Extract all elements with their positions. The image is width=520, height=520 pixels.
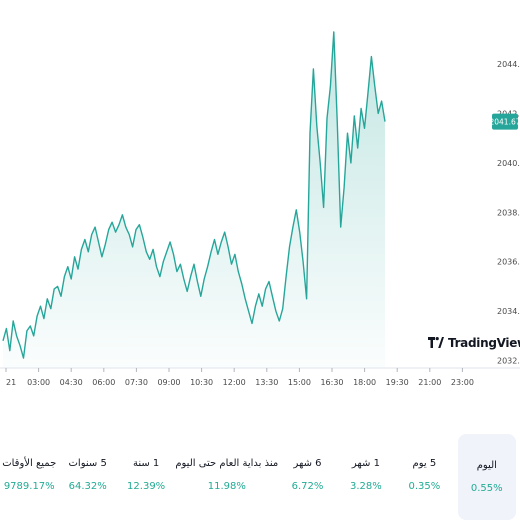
x-tick-label: 09:00 (157, 378, 180, 387)
x-tick-label: 13:30 (255, 378, 278, 387)
price-chart[interactable]: 2044.002042.002040.002038.002036.002034.… (0, 0, 520, 390)
period-label: جميع الأوقات (2, 458, 57, 469)
tradingview-logo-text: TradingView (448, 336, 520, 350)
x-tick-label: 18:00 (353, 378, 376, 387)
x-tick-label: 15:00 (288, 378, 311, 387)
period-label: 5 سنوات (68, 458, 107, 469)
x-tick-label: 10:30 (190, 378, 213, 387)
period-label: اليوم (476, 460, 497, 471)
period-selector: اليوم 0.55% 5 يوم 0.35% 1 شهر 3.28% 6 شهر 6.72%… (0, 432, 520, 520)
y-tick-label: 2038.00 (497, 208, 520, 217)
period-tab[interactable]: جميع الأوقات 9789.17% (0, 432, 58, 520)
x-tick-label: 21:00 (418, 378, 441, 387)
period-tab[interactable]: 6 شهر 6.72% (278, 432, 336, 520)
period-tab[interactable]: 1 سنة 12.39% (117, 432, 175, 520)
period-tab[interactable]: 5 سنوات 64.32% (58, 432, 116, 520)
tradingview-logo[interactable]: TradingView (428, 336, 520, 350)
y-tick-label: 2036.00 (497, 258, 520, 267)
period-tab[interactable]: 5 يوم 0.35% (395, 432, 453, 520)
period-label: 5 يوم (412, 458, 437, 469)
x-tick-label: 19:30 (386, 378, 409, 387)
period-change-value: 12.39% (127, 481, 166, 492)
tradingview-logo-icon (428, 337, 444, 348)
y-tick-label: 2032.00 (497, 357, 520, 366)
current-price-tag: 2041.67 (489, 113, 520, 130)
price-area-fill (3, 31, 385, 369)
period-tab[interactable]: اليوم 0.55% (457, 434, 516, 520)
x-tick-label: 03:00 (27, 378, 50, 387)
y-tick-label: 2040.00 (497, 159, 520, 168)
period-change-value: 11.98% (207, 481, 246, 492)
period-change-value: 9789.17% (3, 481, 55, 492)
x-tick-label: 23:00 (451, 378, 474, 387)
period-label: 1 شهر (351, 458, 380, 469)
period-label: 1 سنة (132, 458, 160, 469)
period-tab[interactable]: 1 شهر 3.28% (337, 432, 395, 520)
x-tick-label: 21 (6, 378, 16, 387)
period-change-value: 0.35% (408, 481, 441, 492)
current-price-label: 2041.67 (489, 118, 520, 127)
y-axis: 2044.002042.002040.002038.002036.002034.… (497, 60, 520, 366)
x-tick-label: 16:30 (320, 378, 343, 387)
y-tick-label: 2044.00 (497, 60, 520, 69)
period-change-value: 64.32% (68, 481, 107, 492)
x-axis: 21 03:00 04:30 06:00 07:30 09:00 10:30 12:00 13:… (0, 367, 520, 387)
x-tick-label: 06:00 (92, 378, 115, 387)
period-label: منذ بداية العام حتى اليوم (175, 458, 279, 469)
period-change-value: 0.55% (470, 483, 503, 494)
x-tick-label: 12:00 (223, 378, 246, 387)
period-label: 6 شهر (293, 458, 322, 469)
period-change-value: 6.72% (291, 481, 324, 492)
period-change-value: 3.28% (350, 481, 382, 492)
y-tick-label: 2034.00 (497, 307, 520, 316)
x-tick-label: 07:30 (125, 378, 148, 387)
period-tab[interactable]: منذ بداية العام حتى اليوم 11.98% (175, 432, 278, 520)
x-tick-label: 04:30 (60, 378, 83, 387)
price-line (2, 31, 386, 359)
